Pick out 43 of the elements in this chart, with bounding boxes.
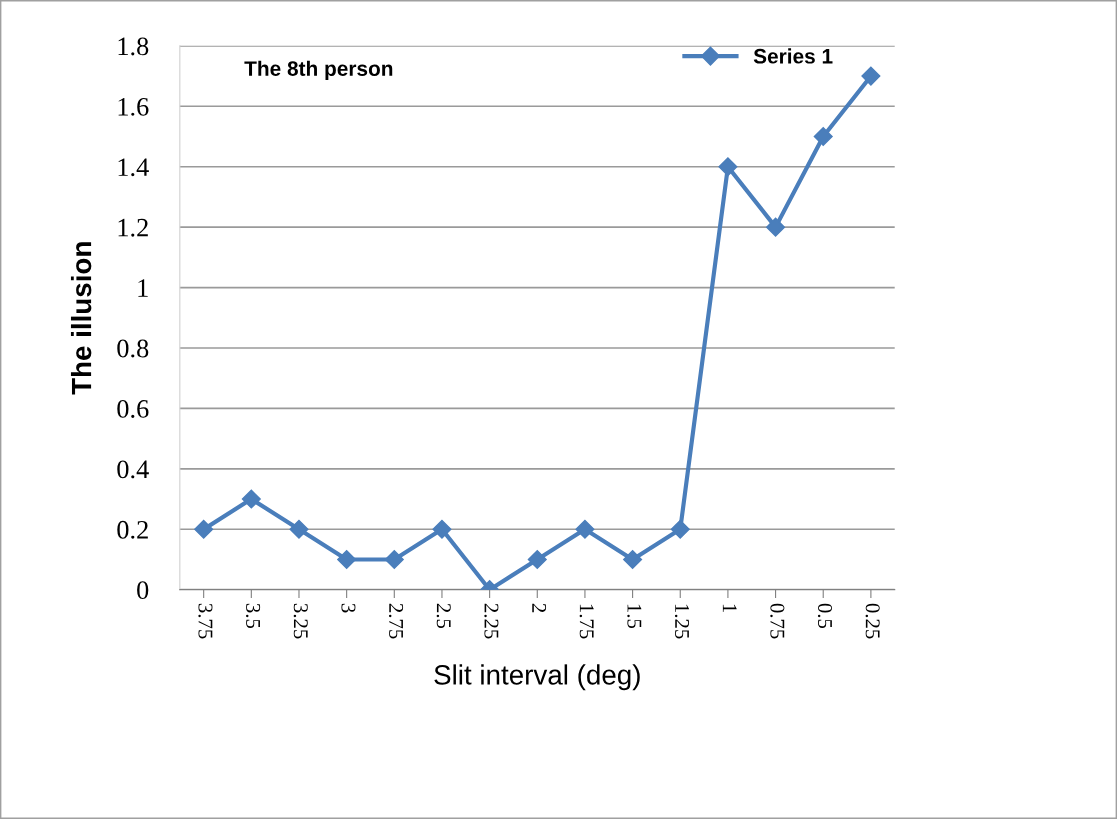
point	[813, 126, 833, 147]
x-tick-label: 2.75	[389, 603, 404, 639]
point	[575, 519, 595, 539]
y-tick-label: 0	[137, 581, 149, 600]
y-tick-label: 0.4	[117, 460, 149, 479]
x-tick-label: 1	[722, 604, 737, 613]
point	[861, 66, 881, 86]
annotation: The 8th person	[244, 60, 393, 81]
point	[527, 549, 547, 570]
y-tick-label: 1.6	[118, 97, 149, 116]
x-tick-label: 1.25	[674, 604, 690, 639]
x-tick-label: 0.25	[865, 603, 880, 639]
x-tick-label: 3.25	[293, 603, 308, 639]
legend-label: Series 1	[753, 48, 833, 64]
x-tick-label: 3.75	[198, 603, 213, 639]
x-tick-label: 0.5	[817, 603, 833, 629]
x-axis-title: Slit interval (deg)	[434, 664, 640, 691]
point	[194, 519, 214, 539]
y-tick-label: 0.6	[117, 400, 149, 418]
x-tick-label: 2.25	[484, 603, 499, 639]
y-axis-title: The illusion	[70, 242, 92, 395]
point	[241, 489, 261, 509]
y-tick-label: 1	[138, 279, 148, 297]
point	[384, 549, 404, 570]
y-tick-label: 0.2	[117, 520, 148, 539]
x-tick-label: 2	[532, 603, 547, 613]
x-tick-label: 1.75	[579, 604, 594, 639]
y-tick-label: 0.8	[117, 339, 149, 358]
point	[766, 217, 786, 237]
x-tick-label: 3.5	[246, 603, 261, 629]
point	[718, 157, 738, 177]
y-tick-label: 1.2	[118, 218, 148, 237]
point	[432, 519, 452, 539]
point	[623, 549, 643, 570]
x-tick-label: 2.5	[436, 603, 451, 629]
point	[670, 519, 690, 539]
y-tick-label: 1.4	[118, 158, 149, 177]
x-tick-label: 1.5	[627, 604, 642, 629]
x-tick-label: 3	[341, 603, 356, 613]
x-tick-label: 0.75	[770, 603, 785, 639]
y-tick-label: 1.8	[118, 37, 149, 56]
point	[337, 549, 357, 570]
point	[289, 519, 309, 539]
